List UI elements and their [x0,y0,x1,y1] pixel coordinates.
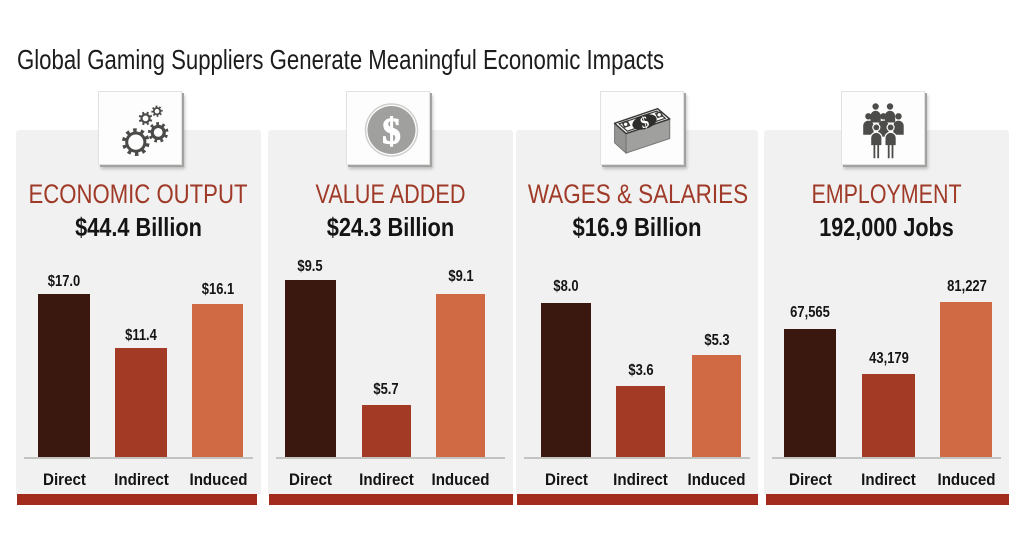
svg-text:$: $ [382,112,401,153]
